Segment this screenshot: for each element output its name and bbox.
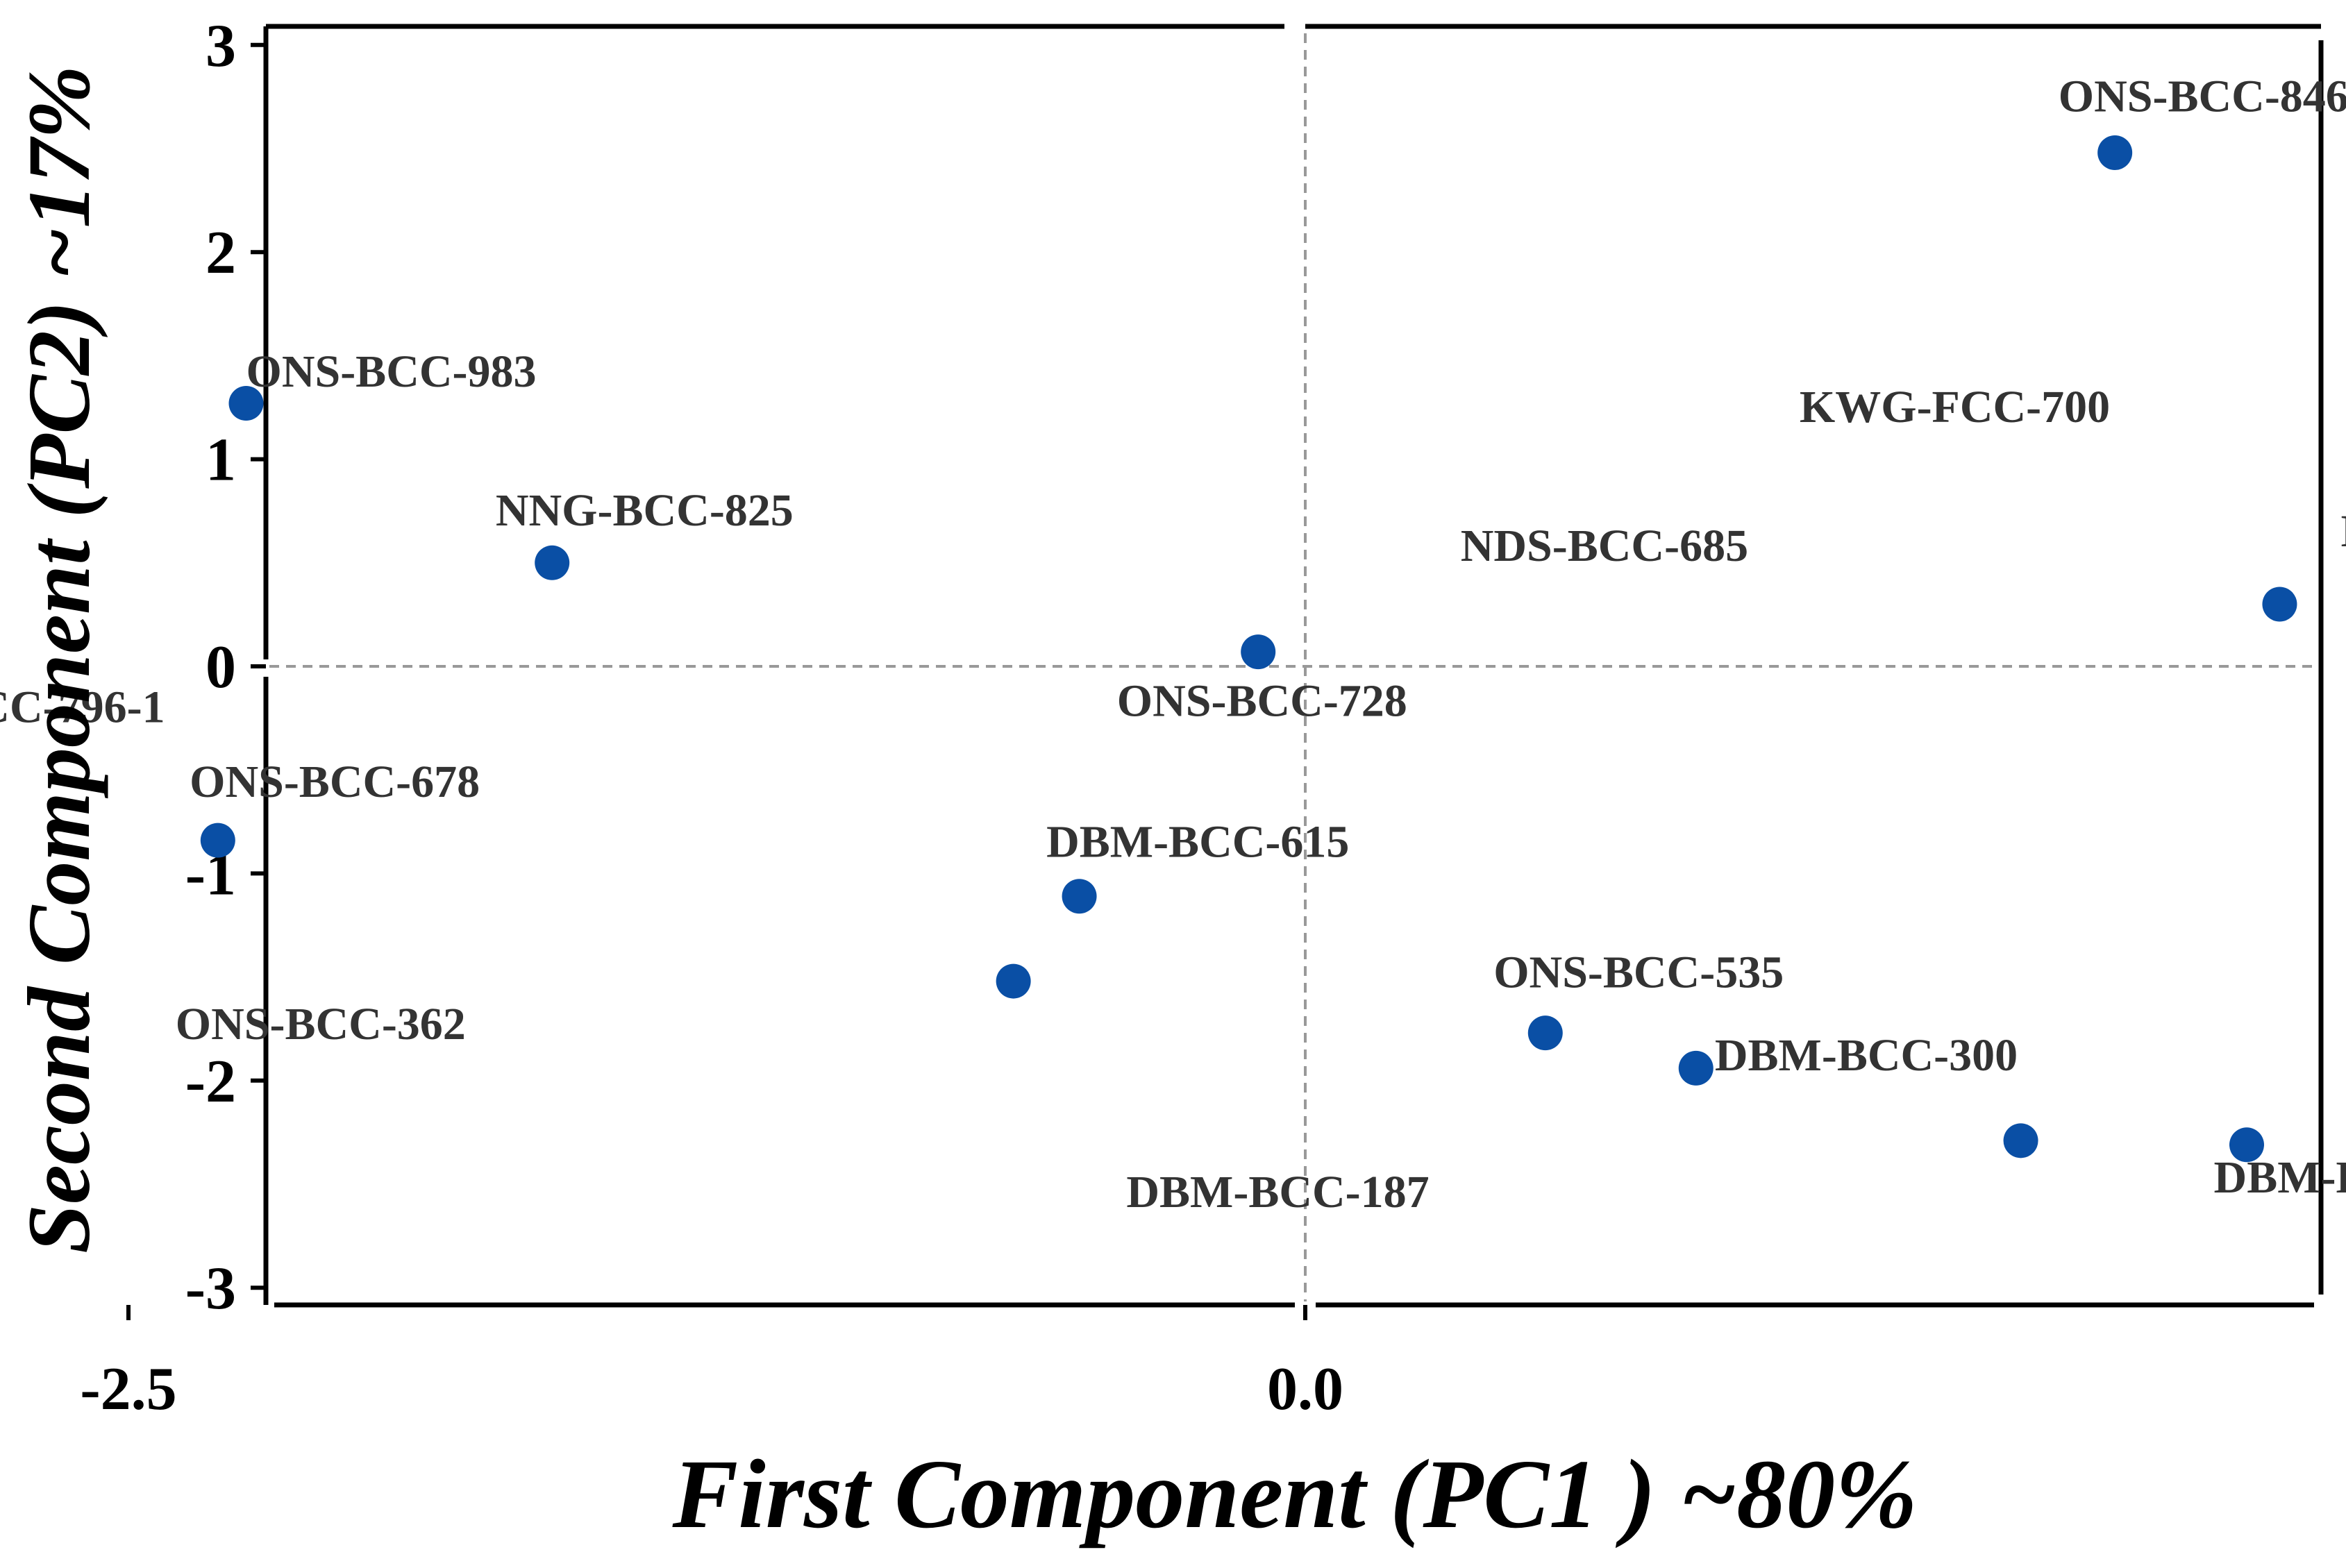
point-label: HMD-FCC-581 bbox=[2341, 506, 2346, 557]
y-axis-title: Second Component (PC2) ~17% bbox=[10, 65, 108, 1254]
point-label: DBM-BCC-187 bbox=[1126, 1167, 1429, 1217]
y-tick-label: -2 bbox=[185, 1048, 236, 1115]
reference-lines bbox=[269, 33, 2318, 1301]
point-label: NNG-BCC-825 bbox=[496, 485, 794, 536]
point-label: ONS-BCC-796-1 bbox=[0, 682, 165, 733]
y-tick-label: 3 bbox=[206, 12, 236, 80]
point-label: ONS-BCC-728 bbox=[1117, 676, 1407, 727]
data-point bbox=[1527, 1015, 1563, 1051]
data-point bbox=[996, 963, 1031, 999]
data-point bbox=[1062, 879, 1097, 914]
plot-frame bbox=[263, 24, 2324, 1308]
point-label: DBM-BCC-300 bbox=[1715, 1030, 2018, 1081]
point-labels: ONS-BCC-846TKT-FCC-800ONS-BCC-1597ONS-BC… bbox=[0, 71, 2346, 1217]
data-point bbox=[1241, 634, 1276, 670]
x-axis-title: First Component (PC1 ) ~80% bbox=[672, 1439, 1918, 1549]
data-point bbox=[535, 545, 570, 580]
point-label: DBM-BCC-240 bbox=[2214, 1152, 2346, 1203]
point-label: NDS-BCC-685 bbox=[1461, 521, 1748, 571]
y-tick-label: -3 bbox=[185, 1255, 236, 1322]
data-point bbox=[2097, 135, 2133, 170]
data-points bbox=[200, 135, 2297, 1163]
point-label: ONS-BCC-983 bbox=[246, 346, 537, 397]
data-point bbox=[200, 823, 235, 858]
data-point bbox=[2229, 1127, 2264, 1163]
point-label: ONS-BCC-678 bbox=[190, 757, 480, 807]
data-point bbox=[1678, 1050, 1714, 1086]
point-label: ONS-BCC-846 bbox=[2059, 71, 2346, 121]
y-tick-label: 2 bbox=[206, 219, 236, 287]
y-tick-label: 0 bbox=[206, 634, 236, 701]
point-label: ONS-BCC-362 bbox=[176, 999, 466, 1049]
data-point bbox=[228, 386, 264, 421]
data-point bbox=[2003, 1123, 2038, 1158]
point-label: ONS-BCC-535 bbox=[1493, 947, 1784, 998]
y-tick-label: 1 bbox=[206, 427, 236, 494]
data-point bbox=[2262, 587, 2297, 622]
point-label: KWG-FCC-700 bbox=[1800, 382, 2110, 432]
x-tick-label: 0.0 bbox=[1267, 1356, 1343, 1423]
x-tick-label: -2.5 bbox=[80, 1356, 176, 1423]
point-label: DBM-BCC-615 bbox=[1046, 817, 1349, 868]
